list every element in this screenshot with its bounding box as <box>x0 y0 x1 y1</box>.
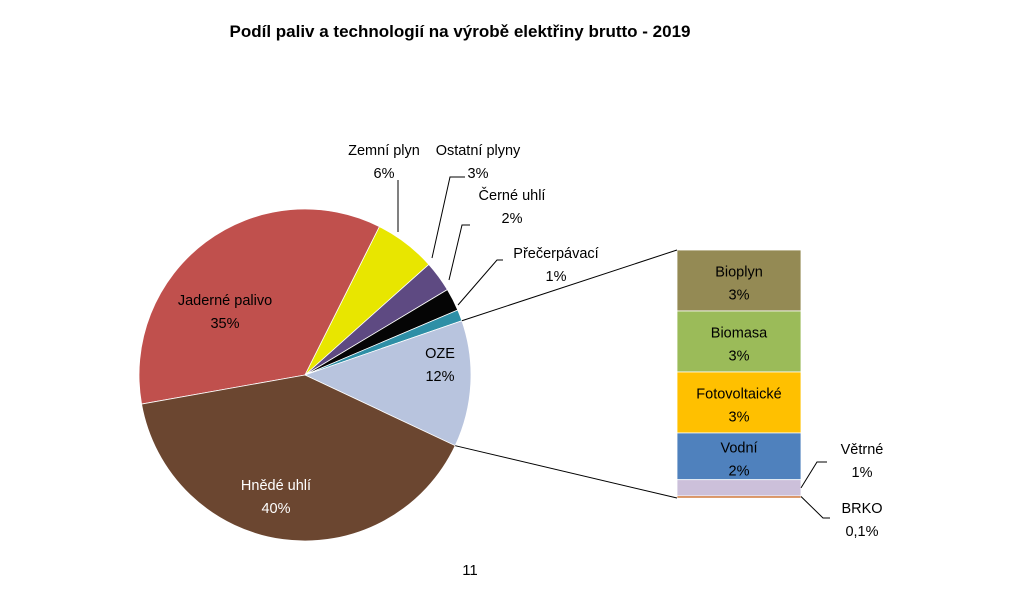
slice-label-jaderne-palivo: Jaderné palivo 35% <box>178 293 272 332</box>
leader-line-vetrne <box>800 461 827 489</box>
slice-label-oze: OZE 12% <box>425 346 455 385</box>
slice-label-ostatni-plyny: Ostatní plyny 3% <box>436 143 521 182</box>
breakdown-segment-fotovoltaicke <box>676 371 802 434</box>
breakdown-label-fotovoltaicke: Fotovoltaické 3% <box>696 386 781 425</box>
leader-line-ostatni-plyny <box>431 176 465 259</box>
chart-title: Podíl paliv a technologií na výrobě elek… <box>229 22 691 41</box>
slice-label-cerne-uhli: Černé uhlí 2% <box>479 187 546 227</box>
leader-line-precerpavaci <box>457 259 503 306</box>
breakdown-label-vodni: Vodní 2% <box>720 440 757 479</box>
slice-label-precerpavaci: Přečerpávací 1% <box>513 246 598 285</box>
breakdown-segment-bioplyn <box>676 249 802 312</box>
breakdown-segment-biomasa <box>676 310 802 373</box>
breakdown-segment-vetrne <box>676 479 802 497</box>
leader-line-cerne-uhli <box>448 224 470 281</box>
page-number: 11 <box>462 562 478 579</box>
pie-slice-oze <box>303 320 472 447</box>
connector-line-bottom <box>455 445 678 499</box>
breakdown-label-vetrne: Větrné 1% <box>841 442 884 481</box>
slice-label-hnede-uhli: Hnědé uhlí 40% <box>241 478 311 517</box>
breakdown-label-bioplyn: Bioplyn 3% <box>715 264 763 303</box>
breakdown-segment-brko <box>676 495 802 499</box>
pie-slice-hnede-uhli <box>141 374 456 542</box>
breakdown-label-brko: BRKO 0,1% <box>841 501 882 540</box>
leader-line-brko <box>800 496 830 519</box>
connector-line-top <box>461 249 678 322</box>
slice-label-zemni-plyn: Zemní plyn 6% <box>348 143 420 182</box>
breakdown-label-biomasa: Biomasa 3% <box>711 325 768 364</box>
pie-slice-jaderne-palivo <box>138 208 380 405</box>
